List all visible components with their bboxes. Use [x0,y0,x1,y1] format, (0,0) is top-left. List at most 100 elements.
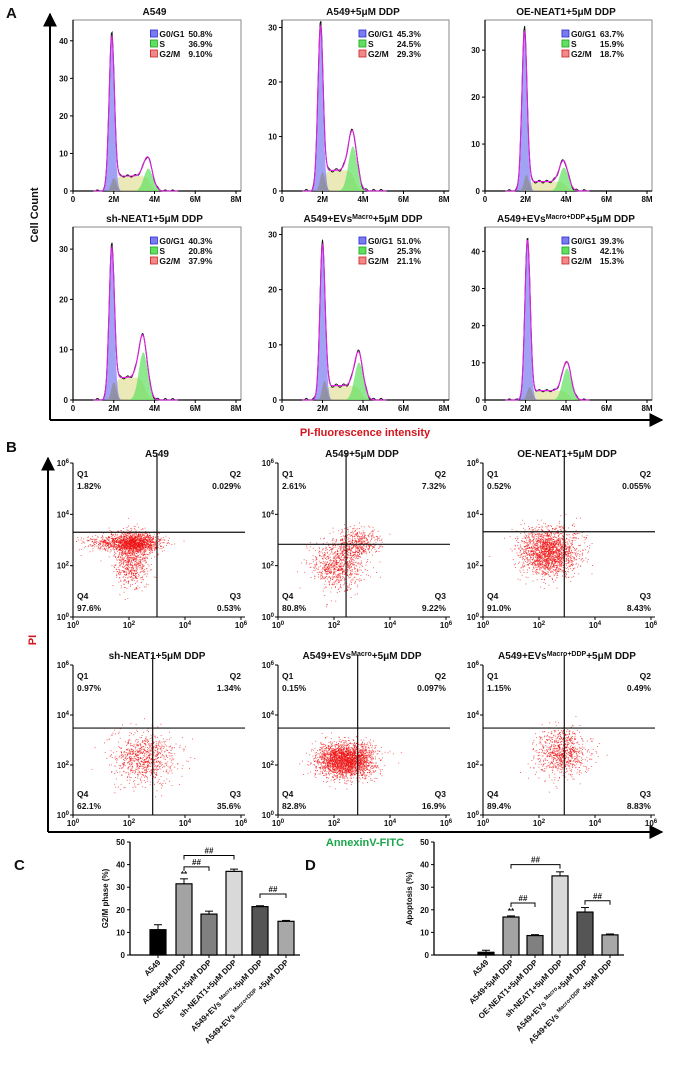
event-dot [154,541,156,543]
event-dot [137,554,139,556]
event-dot [141,542,143,544]
event-dot [341,546,343,548]
event-dot [146,543,148,545]
event-dot [120,557,121,558]
event-dot [166,545,167,546]
event-dot [342,559,344,561]
event-dot [568,556,570,558]
event-dot [561,560,563,562]
event-dot [139,541,141,543]
event-dot [553,541,555,542]
event-dot [343,574,345,575]
event-dot [552,542,554,544]
event-dot [357,541,359,543]
event-dot [303,559,305,561]
event-dot [152,547,154,549]
event-dot [158,544,160,546]
event-dot [379,545,381,547]
event-dot [128,560,130,562]
event-dot [128,565,129,567]
event-dot [111,565,113,566]
event-dot [340,545,342,547]
event-dot [132,568,134,570]
event-dot [365,564,367,566]
event-dot [329,564,331,566]
event-dot [122,553,124,555]
event-dot [112,548,114,549]
event-dot [124,552,126,554]
event-dot [356,533,358,535]
event-dot [130,543,132,545]
event-dot [516,536,518,538]
quadrant-q3-name: Q3 [230,591,242,601]
event-dot [356,586,358,588]
event-dot [348,544,350,546]
event-dot [119,539,121,541]
event-dot [125,571,126,573]
event-dot [131,576,133,578]
event-dot [333,560,334,562]
event-dot [547,545,549,547]
event-dot [108,543,110,545]
event-dot [532,533,534,535]
event-dot [365,542,367,544]
event-dot [352,540,354,541]
event-dot [147,548,148,549]
legend-value: 50.8% [188,29,213,39]
event-dot [132,574,134,576]
event-dot [124,565,126,567]
event-dot [113,550,115,552]
quadrant-q2-name: Q2 [435,469,447,479]
event-dot [351,548,353,550]
event-dot [357,562,359,564]
event-dots [297,522,391,608]
event-dot [529,538,530,540]
event-dot [126,539,127,541]
event-dot [538,560,540,562]
event-dot [115,538,116,540]
event-dot [146,575,148,577]
event-dot [147,554,149,555]
event-dot [138,551,140,553]
event-dot [140,563,142,565]
event-dot [576,551,578,553]
event-dot [342,569,344,571]
event-dot [379,545,381,547]
event-dot [94,542,96,543]
event-dot [338,553,340,554]
event-dot [119,536,120,538]
event-dot [140,559,141,561]
event-dot [338,577,340,579]
event-dot [149,537,150,539]
event-dot [564,573,566,575]
event-dot [361,541,363,543]
event-dot [534,527,536,529]
event-dot [346,566,348,568]
annexin-scatter-plot: OE-NEAT1+5μM DDP100100102102104104106106… [467,449,658,630]
event-dot [531,532,533,534]
event-dot [351,551,353,552]
event-dot [545,566,546,568]
event-dot [340,566,342,568]
event-dot [127,557,129,559]
event-dot [368,549,369,551]
event-dot [126,580,128,582]
event-dot [87,546,89,548]
event-dot [87,537,89,538]
legend-label: G2/M [571,49,592,59]
event-dot [555,542,557,544]
event-dot [128,539,129,541]
event-dot [533,542,535,543]
event-dot [333,552,335,554]
phase-g2m-area [505,167,590,191]
event-dot [136,539,138,540]
event-dot [155,547,157,549]
event-dot [140,539,142,541]
event-dot [106,538,108,540]
event-dot [522,556,524,558]
event-dot [91,544,93,546]
event-dot [151,569,153,571]
event-dot [544,555,545,557]
event-dot [134,571,136,573]
event-dot [131,571,132,573]
